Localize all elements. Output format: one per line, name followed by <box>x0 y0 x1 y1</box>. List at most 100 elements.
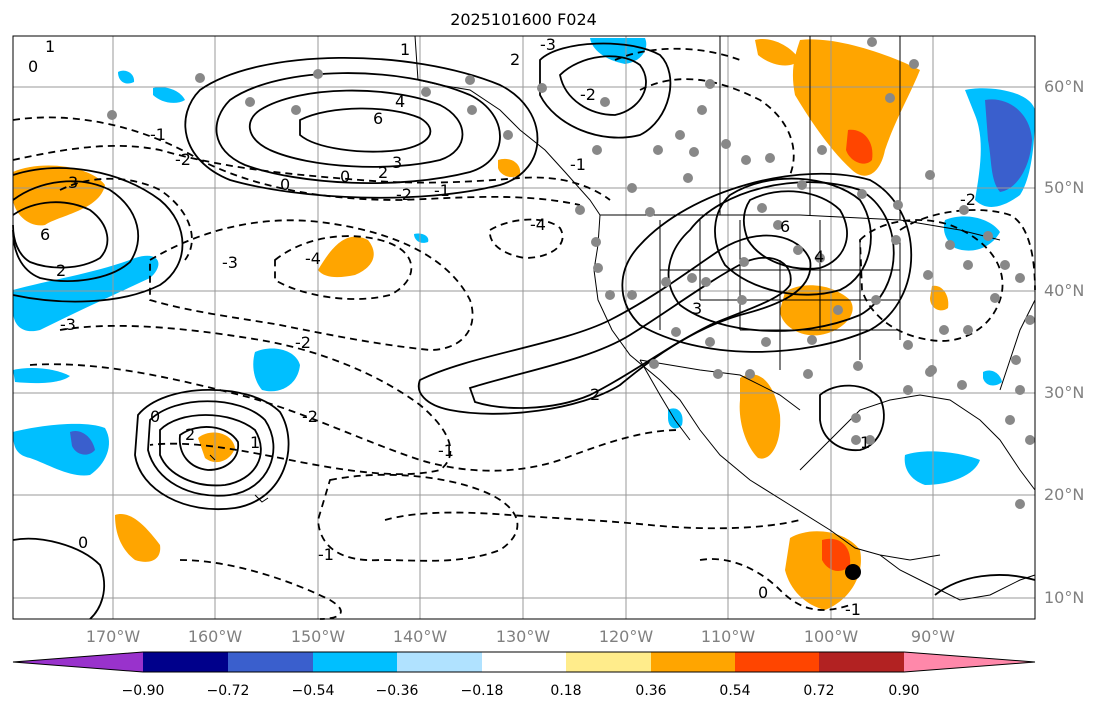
lon-label-100w: 100°W <box>803 627 859 646</box>
contour-label: 4 <box>395 92 405 111</box>
colorbar-under-triangle <box>13 652 143 672</box>
colorbar-segment <box>482 652 566 672</box>
orange-region-midwest <box>930 285 949 311</box>
coast-hawaii2 <box>254 494 269 503</box>
lat-label-20n: 20°N <box>1044 485 1085 504</box>
orange-region-alaska <box>755 39 800 66</box>
darkblue-region-hawaii-west <box>70 430 95 455</box>
lat-label-60n: 60°N <box>1044 77 1085 96</box>
lon-label-170w: 170°W <box>85 627 141 646</box>
contour-label: 1 <box>860 433 870 452</box>
contour-label: 0 <box>150 407 160 426</box>
lon-label-120w: 120°W <box>598 627 654 646</box>
contours-positive <box>12 42 1036 620</box>
colorbar-tick-label: −0.72 <box>206 683 250 699</box>
lat-label-50n: 50°N <box>1044 178 1085 197</box>
colorbar-segment <box>143 652 228 672</box>
contour-label: 2 <box>56 261 66 280</box>
orange-region-central-pacific <box>318 236 374 278</box>
contour-label: -1 <box>845 600 861 619</box>
contour-label: 6 <box>373 109 383 128</box>
orange-region-canada <box>792 39 920 176</box>
station-dots <box>107 37 1035 509</box>
lon-label-150w: 150°W <box>290 627 346 646</box>
coast-gulf <box>799 394 1036 491</box>
blue-region-sm2 <box>983 370 1002 386</box>
colorbar-tick-label: 0.54 <box>719 683 751 699</box>
colorbar-tick-label: −0.54 <box>291 683 335 699</box>
contour-label: 6 <box>40 225 50 244</box>
contour-label: 0 <box>280 175 290 194</box>
colorbar-tick-label: 0.18 <box>550 683 582 699</box>
colorbar-tick-label: 0.36 <box>635 683 667 699</box>
blue-region-central <box>253 348 300 392</box>
lon-label-90w: 90°W <box>910 627 956 646</box>
contour-label: 1 <box>400 40 410 59</box>
states-1 <box>659 220 901 370</box>
contour-label: -1 <box>438 441 454 460</box>
coast-east-us <box>999 299 1036 391</box>
lat-label-30n: 30°N <box>1044 383 1085 402</box>
colorbar-segment <box>228 652 313 672</box>
coastlines <box>209 35 1036 601</box>
colorbar-segment <box>397 652 482 672</box>
red-region-central-america <box>822 538 851 572</box>
contour-label: -1 <box>434 181 450 200</box>
colorbar-tick-label: −0.18 <box>460 683 504 699</box>
blue-region-bering <box>590 38 647 64</box>
border-us-canada <box>600 214 1001 241</box>
contour-label: -3 <box>540 35 556 54</box>
blue-region-baja <box>668 408 683 429</box>
map-title: 2025101600 F024 <box>450 10 597 29</box>
contour-label: -4 <box>305 249 321 268</box>
orange-region-hawaii <box>198 432 235 463</box>
red-region-canada <box>846 129 873 164</box>
contour-label: 3 <box>392 153 402 172</box>
contour-label: -3 <box>222 253 238 272</box>
contour-label: 3 <box>68 173 78 192</box>
contour-label: -2 <box>396 185 412 204</box>
blue-region-great-lakes <box>943 216 1000 251</box>
contour-label: 0 <box>758 583 768 602</box>
border-us-mexico <box>639 359 801 411</box>
coast-hawaii1 <box>209 454 216 461</box>
colorbar-segment <box>735 652 819 672</box>
map-frame <box>12 35 1036 620</box>
contour-label: 1 <box>250 433 260 452</box>
blue-region-west-mid <box>13 255 159 332</box>
contour-label: 0 <box>28 57 38 76</box>
colorbar <box>12 651 1036 673</box>
lat-label-40n: 40°N <box>1044 281 1085 300</box>
contour-label: -3 <box>60 315 76 334</box>
contour-label: 2 <box>185 425 195 444</box>
blue-region-sm1 <box>414 233 429 243</box>
contour-label: -1 <box>570 155 586 174</box>
colorbar-segment <box>819 652 904 672</box>
contour-label: 4 <box>814 247 824 266</box>
coast-west-us <box>593 214 941 561</box>
storm-marker <box>845 564 861 580</box>
blue-region-gulf <box>904 451 980 485</box>
contour-label: -1 <box>150 125 166 144</box>
contour-label: -2 <box>960 190 976 209</box>
contour-label: -2 <box>580 85 596 104</box>
colorbar-tick-label: −0.90 <box>121 683 165 699</box>
colorbar-tick-label: 0.72 <box>803 683 835 699</box>
contour-label: -2 <box>295 333 311 352</box>
lon-label-110w: 110°W <box>700 627 756 646</box>
colorbar-segment <box>566 652 651 672</box>
contour-label: 2 <box>378 163 388 182</box>
lon-label-160w: 160°W <box>187 627 243 646</box>
orange-region-west-pacific <box>13 165 105 226</box>
blue-region-aleutian2 <box>118 70 135 84</box>
colorbar-outline <box>12 651 1036 673</box>
colorbar-segment <box>651 652 735 672</box>
contour-label: -2 <box>302 407 318 426</box>
contour-label-layer: 6 4 3 2 1 0 -1 -2 -3 -4 6 2 3 0 1 2 -1 -… <box>28 35 976 619</box>
contour-label: 6 <box>780 217 790 236</box>
coast-central-america <box>879 554 1036 601</box>
contour-label: 1 <box>45 37 55 56</box>
contour-label: 0 <box>340 167 350 186</box>
shading-layer <box>13 38 1035 610</box>
contour-label: -4 <box>530 215 546 234</box>
